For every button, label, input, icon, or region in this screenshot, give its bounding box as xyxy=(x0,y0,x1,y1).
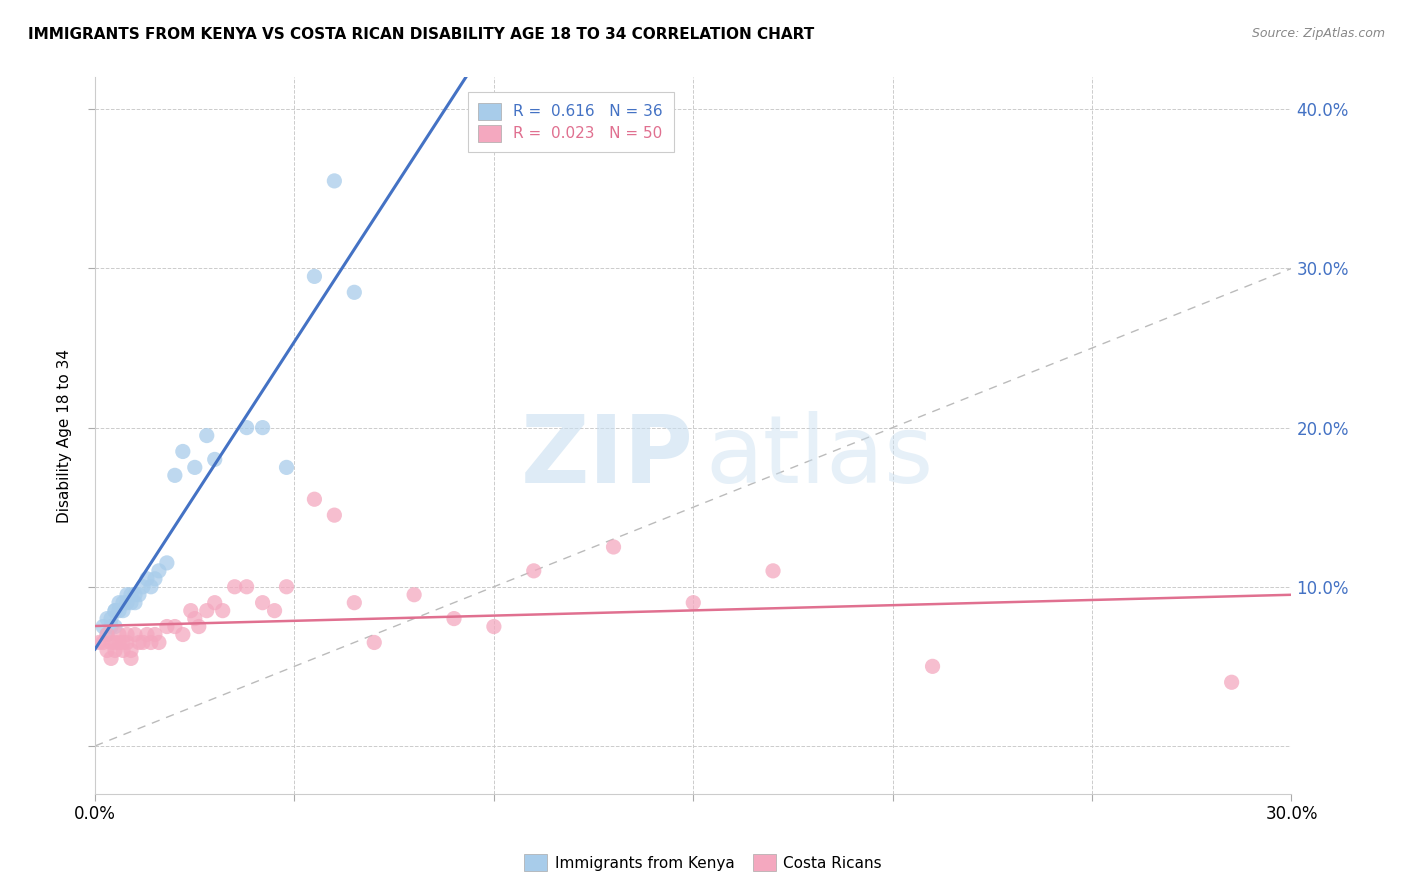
Point xyxy=(180,604,202,618)
Point xyxy=(100,635,122,649)
Point xyxy=(124,588,146,602)
Point xyxy=(96,643,118,657)
Point xyxy=(108,604,131,618)
Legend: Immigrants from Kenya, Costa Ricans: Immigrants from Kenya, Costa Ricans xyxy=(517,848,889,877)
Point xyxy=(363,635,385,649)
Point xyxy=(143,627,166,641)
Point xyxy=(143,572,166,586)
Point xyxy=(120,588,142,602)
Point xyxy=(184,460,207,475)
Point xyxy=(120,651,142,665)
Point xyxy=(304,492,326,507)
Point xyxy=(224,580,246,594)
Point xyxy=(87,635,110,649)
Point xyxy=(252,420,274,434)
Point xyxy=(323,508,346,523)
Point xyxy=(115,588,138,602)
Point xyxy=(1220,675,1243,690)
Point xyxy=(482,619,505,633)
Text: Source: ZipAtlas.com: Source: ZipAtlas.com xyxy=(1251,27,1385,40)
Point xyxy=(156,556,179,570)
Point xyxy=(204,596,226,610)
Point xyxy=(163,468,186,483)
Point xyxy=(235,580,257,594)
Point xyxy=(304,269,326,284)
Y-axis label: Disability Age 18 to 34: Disability Age 18 to 34 xyxy=(58,349,72,523)
Point xyxy=(443,611,465,625)
Point xyxy=(404,588,426,602)
Point xyxy=(252,596,274,610)
Point xyxy=(104,604,127,618)
Point xyxy=(323,174,346,188)
Point xyxy=(120,596,142,610)
Point xyxy=(184,611,207,625)
Point xyxy=(148,564,170,578)
Point xyxy=(115,635,138,649)
Point xyxy=(195,604,218,618)
Point xyxy=(921,659,943,673)
Point xyxy=(136,572,159,586)
Point xyxy=(104,619,127,633)
Point xyxy=(156,619,179,633)
Point xyxy=(136,627,159,641)
Point xyxy=(111,643,134,657)
Legend: R =  0.616   N = 36, R =  0.023   N = 50: R = 0.616 N = 36, R = 0.023 N = 50 xyxy=(468,92,673,153)
Point xyxy=(100,611,122,625)
Point xyxy=(148,635,170,649)
Point xyxy=(96,627,118,641)
Point xyxy=(263,604,285,618)
Point xyxy=(172,627,194,641)
Point xyxy=(128,635,150,649)
Point xyxy=(104,643,127,657)
Point xyxy=(172,444,194,458)
Point xyxy=(195,428,218,442)
Point xyxy=(343,285,366,300)
Text: atlas: atlas xyxy=(706,411,934,503)
Point xyxy=(96,627,118,641)
Point xyxy=(139,580,162,594)
Point xyxy=(204,452,226,467)
Point xyxy=(124,627,146,641)
Point xyxy=(132,635,155,649)
Point xyxy=(343,596,366,610)
Point xyxy=(115,627,138,641)
Point xyxy=(762,564,785,578)
Point xyxy=(111,635,134,649)
Point xyxy=(91,635,114,649)
Point xyxy=(115,596,138,610)
Point xyxy=(104,604,127,618)
Point xyxy=(128,588,150,602)
Point xyxy=(124,596,146,610)
Point xyxy=(602,540,624,554)
Point xyxy=(111,596,134,610)
Point xyxy=(139,635,162,649)
Point xyxy=(523,564,546,578)
Text: ZIP: ZIP xyxy=(520,411,693,503)
Point xyxy=(211,604,233,618)
Point xyxy=(187,619,209,633)
Point xyxy=(108,596,131,610)
Point xyxy=(91,619,114,633)
Point xyxy=(682,596,704,610)
Point xyxy=(96,611,118,625)
Point xyxy=(104,635,127,649)
Point xyxy=(132,580,155,594)
Point xyxy=(108,635,131,649)
Point xyxy=(100,651,122,665)
Point xyxy=(276,460,298,475)
Point xyxy=(163,619,186,633)
Point xyxy=(108,627,131,641)
Point xyxy=(276,580,298,594)
Point xyxy=(100,619,122,633)
Point xyxy=(111,604,134,618)
Text: IMMIGRANTS FROM KENYA VS COSTA RICAN DISABILITY AGE 18 TO 34 CORRELATION CHART: IMMIGRANTS FROM KENYA VS COSTA RICAN DIS… xyxy=(28,27,814,42)
Point xyxy=(120,643,142,657)
Point xyxy=(235,420,257,434)
